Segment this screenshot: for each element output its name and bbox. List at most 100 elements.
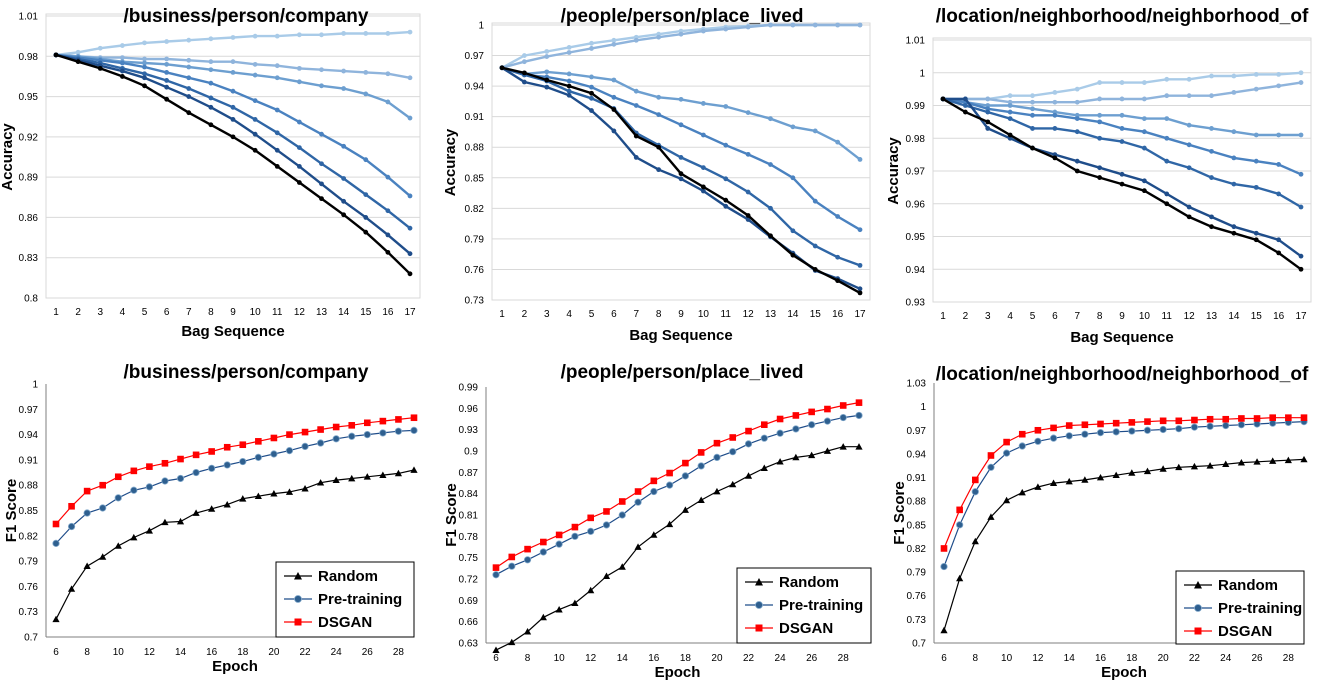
data-point — [508, 562, 516, 570]
data-point — [1209, 214, 1214, 220]
x-tick-label: 10 — [250, 307, 262, 318]
y-tick-label: 0.94 — [19, 430, 39, 441]
x-tick-label: 8 — [973, 653, 979, 664]
data-point — [274, 147, 280, 153]
y-tick-label: 0.97 — [906, 167, 926, 178]
data-point — [1253, 230, 1259, 236]
series-5 — [499, 65, 863, 268]
x-tick-label: 22 — [743, 653, 755, 664]
data-point — [296, 32, 302, 38]
data-point — [678, 122, 684, 128]
data-point — [97, 45, 103, 51]
data-point — [544, 54, 550, 59]
data-point — [940, 562, 948, 571]
data-point — [252, 72, 258, 78]
data-point — [835, 22, 841, 28]
data-point — [539, 613, 547, 621]
data-point — [589, 46, 594, 51]
data-point — [589, 95, 594, 101]
data-point — [1074, 168, 1080, 174]
data-point — [723, 142, 729, 148]
data-point — [1164, 76, 1170, 82]
data-point — [1003, 438, 1010, 446]
data-point — [363, 91, 369, 97]
x-tick-label: 10 — [1001, 653, 1013, 664]
data-point — [835, 254, 841, 260]
series-6 — [53, 52, 413, 257]
data-point — [1119, 80, 1125, 85]
data-point — [130, 486, 138, 494]
data-point — [1112, 428, 1120, 436]
data-point — [1190, 462, 1199, 470]
data-point — [1269, 414, 1276, 421]
data-point — [319, 196, 324, 202]
data-point — [1144, 418, 1151, 425]
data-point — [363, 70, 369, 75]
x-tick-label: 13 — [316, 307, 328, 318]
data-point — [1175, 463, 1183, 471]
data-point — [1112, 471, 1120, 479]
data-point — [1096, 429, 1105, 437]
data-point — [1186, 165, 1192, 171]
data-point — [656, 94, 662, 100]
data-point — [1065, 432, 1073, 440]
data-point — [1030, 112, 1035, 118]
data-point — [1186, 93, 1192, 99]
data-point — [319, 67, 324, 73]
x-tick-label: 12 — [743, 309, 755, 320]
x-axis-label: Bag Sequence — [181, 323, 284, 340]
series-line — [55, 53, 411, 197]
data-point — [650, 487, 658, 496]
data-point — [379, 417, 387, 425]
data-point — [1030, 93, 1035, 99]
y-tick-label: 1 — [919, 68, 925, 79]
data-point — [1231, 73, 1237, 79]
data-point — [839, 413, 847, 422]
data-point — [1034, 426, 1042, 434]
data-point — [252, 147, 258, 153]
data-point — [656, 34, 662, 40]
data-point — [285, 447, 294, 455]
data-point — [768, 233, 773, 239]
data-point — [230, 117, 236, 122]
series-line — [55, 53, 411, 230]
data-point — [1065, 422, 1073, 429]
data-point — [385, 208, 391, 214]
data-point — [713, 453, 721, 461]
data-point — [97, 65, 103, 71]
y-tick-label: 0.79 — [465, 234, 485, 245]
data-point — [1276, 237, 1282, 243]
data-point — [790, 228, 796, 234]
data-point — [164, 96, 170, 102]
data-point — [301, 484, 309, 492]
data-point — [1097, 119, 1103, 125]
x-tick-label: 3 — [985, 311, 991, 322]
data-point — [1119, 181, 1125, 187]
data-point — [521, 79, 527, 85]
data-point — [1074, 116, 1080, 121]
series-7 — [53, 52, 413, 277]
data-point — [296, 164, 302, 169]
x-tick-label: 18 — [680, 653, 692, 664]
data-point — [1159, 417, 1167, 425]
data-point — [1164, 201, 1170, 207]
data-point — [186, 94, 192, 99]
y-tick-label: 0.73 — [19, 607, 39, 618]
data-point — [1052, 90, 1058, 95]
y-tick-label: 0.98 — [19, 52, 39, 63]
data-point — [633, 133, 639, 139]
data-point — [145, 527, 153, 534]
data-point — [1141, 96, 1147, 102]
x-tick-label: 8 — [1097, 311, 1103, 322]
data-point — [1049, 434, 1058, 442]
data-point — [332, 423, 340, 431]
x-tick-label: 9 — [678, 309, 684, 320]
data-point — [301, 442, 309, 451]
data-point — [985, 96, 991, 102]
data-point — [681, 506, 689, 513]
data-point — [1209, 224, 1214, 230]
data-point — [285, 488, 294, 495]
data-point — [760, 434, 768, 442]
y-tick-label: 0.97 — [907, 426, 927, 437]
data-point — [1003, 449, 1011, 457]
